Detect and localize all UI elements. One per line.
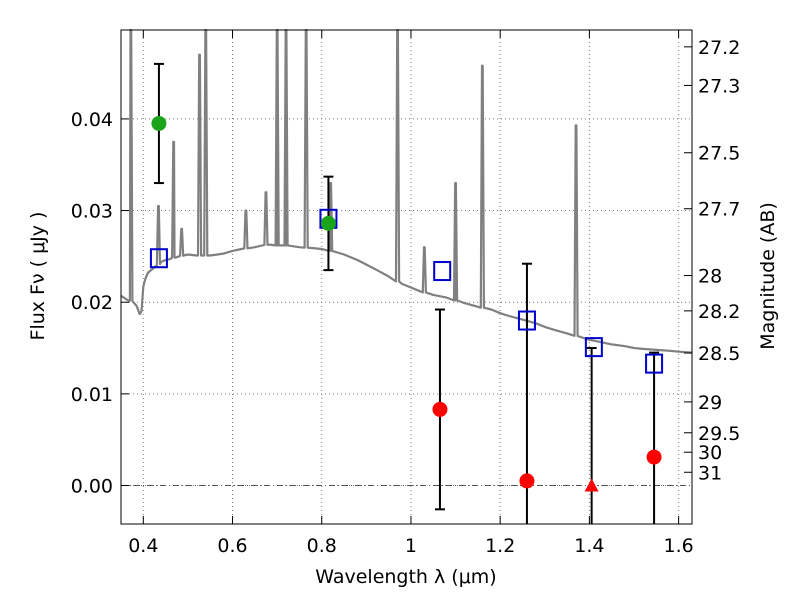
mag-tick-label: 27.3 [698,75,740,97]
plot-frame [120,29,693,525]
model-sed-line [120,28,693,354]
mag-tick-label: 27.5 [698,143,740,165]
y-tick-labels: 0.00 0.01 0.02 0.03 0.04 [71,109,113,498]
markers-layer [149,115,664,492]
mag-tick-label: 29.5 [698,423,740,445]
x-tick-label: 0.8 [307,535,337,557]
mag-tick-label: 27.2 [698,37,740,59]
y-tick-label: 0.00 [71,476,113,498]
x-tick-label: 0.4 [128,535,158,557]
x-tick-label: 0.6 [217,535,247,557]
detection-point [320,215,336,231]
x-tick-label: 1.4 [574,535,604,557]
low-sn-point [519,473,535,489]
x-tick-label: 1.2 [485,535,515,557]
x-tick-label: 1 [405,535,417,557]
y-axis-label: Flux Fν ( μJy ) [27,212,49,341]
model-photometry-square [584,337,603,358]
x-axis-label: Wavelength λ (μm) [315,566,496,588]
model-photometry-square [517,310,536,331]
y-tick-label: 0.02 [71,292,113,314]
low-sn-point [432,401,448,417]
mag-tick-label: 28.5 [698,343,740,365]
x-tick-label: 1.6 [664,535,694,557]
y2-axis-label: Magnitude (AB) [757,202,779,350]
mag-tick-label: 29 [698,392,722,414]
errorbars-layer [153,62,660,524]
upper-limit-triangle [584,478,599,492]
y-tick-label: 0.04 [71,109,113,131]
mag-tick-label: 28 [698,266,722,288]
axis-ticks [121,30,692,524]
model-photometry-square [433,261,452,282]
mag-tick-label: 27.7 [698,199,740,221]
model-photometry-square [149,248,168,269]
low-sn-point [646,449,662,465]
model-sed-layer [120,28,693,354]
model-photometry-square [645,353,664,374]
mag-tick-label: 31 [698,462,722,484]
mag-tick-label: 30 [698,442,722,464]
x-tick-labels: 0.4 0.6 0.8 1 1.2 1.4 1.6 [128,535,694,557]
y-tick-label: 0.03 [71,201,113,223]
y-tick-label: 0.01 [71,384,113,406]
detection-point [151,115,167,131]
mag-tick-label: 28.2 [698,301,740,323]
